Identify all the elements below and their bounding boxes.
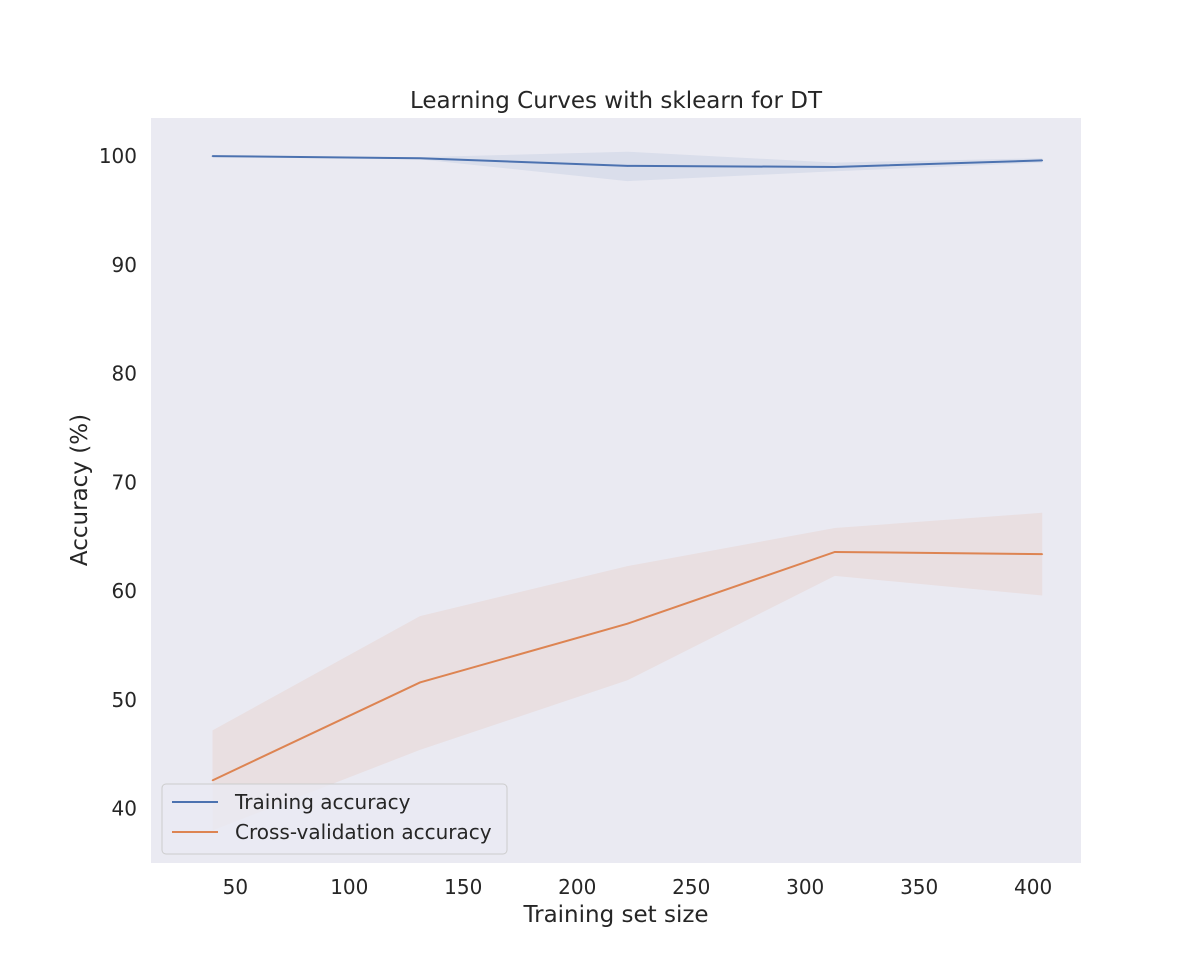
y-tick-label: 70 xyxy=(112,470,137,494)
plot-area xyxy=(151,118,1081,863)
training-accuracy-point xyxy=(419,157,421,160)
cross-validation-accuracy-point xyxy=(419,681,421,684)
y-tick-label: 80 xyxy=(112,362,137,386)
cross-validation-accuracy-band xyxy=(212,512,1043,831)
legend: Training accuracy Cross-validation accur… xyxy=(161,783,508,855)
x-tick-label: 250 xyxy=(672,875,710,899)
series-lines xyxy=(211,155,1044,782)
y-axis-label: Accuracy (%) xyxy=(67,414,93,566)
training-accuracy-point xyxy=(1041,159,1044,162)
cross-validation-accuracy-point xyxy=(834,551,836,553)
cross-validation-accuracy-point xyxy=(211,779,214,782)
legend-box xyxy=(161,783,508,855)
x-tick-label: 400 xyxy=(1014,875,1052,899)
cross-validation-accuracy-point xyxy=(1041,553,1044,555)
y-tick-label: 40 xyxy=(112,797,137,821)
x-tick-label: 150 xyxy=(444,875,482,899)
x-tick-label: 300 xyxy=(786,875,824,899)
legend-cv-label: Cross-validation accuracy xyxy=(235,820,492,844)
y-tick-label: 50 xyxy=(112,688,137,712)
legend-training-label: Training accuracy xyxy=(234,790,411,814)
x-tick-label: 350 xyxy=(900,875,938,899)
y-axis-ticks: 40 50 60 70 80 90 100 xyxy=(99,144,137,821)
y-tick-label: 60 xyxy=(112,579,137,603)
cross-validation-accuracy-point xyxy=(626,622,629,625)
y-tick-label: 90 xyxy=(112,253,137,277)
chart-title: Learning Curves with sklearn for DT xyxy=(410,88,823,114)
training-accuracy-point xyxy=(834,166,836,168)
x-axis-label: Training set size xyxy=(522,902,708,928)
x-tick-label: 50 xyxy=(223,875,248,899)
x-tick-label: 200 xyxy=(558,875,596,899)
training-accuracy-point xyxy=(211,155,214,157)
y-tick-label: 100 xyxy=(99,144,137,168)
x-axis-ticks: 50 100 150 200 250 300 350 400 xyxy=(223,875,1053,899)
x-tick-label: 100 xyxy=(330,875,368,899)
training-accuracy-point xyxy=(626,165,629,167)
